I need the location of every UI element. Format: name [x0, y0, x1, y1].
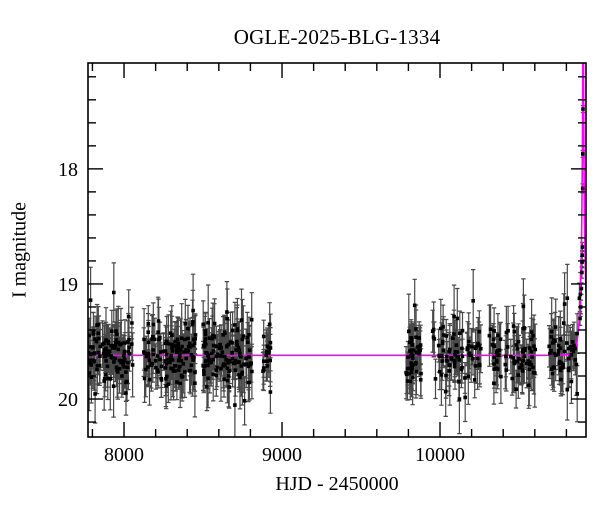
axis-ticks [88, 63, 586, 437]
chart-title: OGLE-2025-BLG-1334 [233, 25, 441, 49]
y-tick-label: 20 [58, 389, 78, 411]
x-tick-label: 10000 [415, 444, 465, 466]
x-tick-label: 9000 [262, 444, 302, 466]
x-axis-label: HJD - 2450000 [275, 473, 399, 495]
error-bars [88, 105, 586, 437]
y-tick-label: 18 [58, 159, 78, 181]
model-curve [88, 63, 586, 357]
y-tick-label: 19 [58, 274, 78, 296]
y-axis-label: I magnitude [8, 201, 31, 299]
x-tick-label: 8000 [104, 444, 144, 466]
data-layer [88, 63, 586, 437]
plot-frame [87, 62, 587, 438]
tick-labels: 8000 9000 10000 18 19 20 [58, 159, 465, 466]
data-points [88, 107, 585, 407]
